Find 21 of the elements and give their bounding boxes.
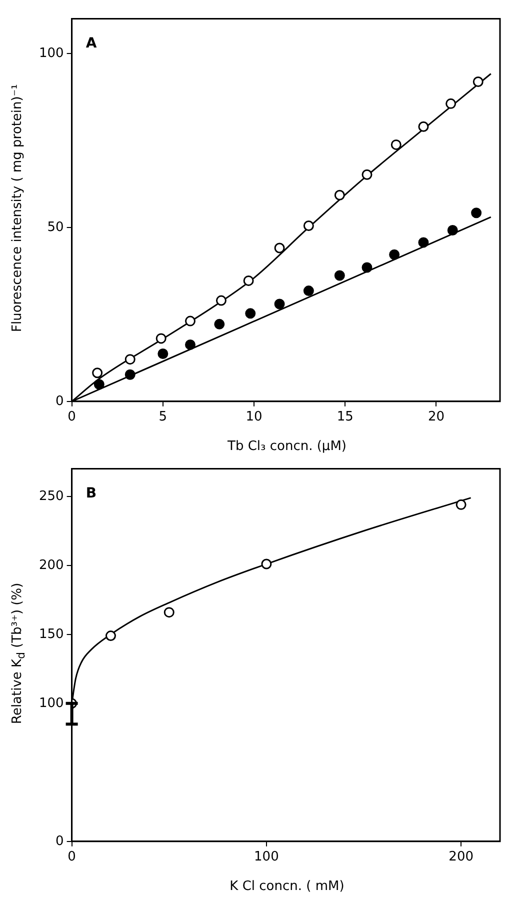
- x-axis-title: K Cl concn. ( mM): [228, 879, 346, 894]
- y-axis-title: Fluorescence intensity ( mg protein)⁻¹: [10, 83, 25, 334]
- x-tick-label: 100: [254, 850, 279, 865]
- x-tick-label: 0: [68, 850, 76, 865]
- x-axis-title: Tb Cl₃ concn. (μM): [226, 439, 348, 454]
- x-tick-label: 20: [428, 410, 444, 425]
- y-tick-label: 200: [38, 558, 64, 573]
- y-tick-label: 100: [38, 696, 64, 711]
- x-tick-label: 200: [448, 850, 474, 865]
- y-tick-label: 0: [56, 834, 64, 849]
- annotation: B: [86, 485, 96, 502]
- y-tick-label: 250: [38, 488, 64, 504]
- x-tick-label: 15: [336, 410, 354, 425]
- x-tick-label: 5: [158, 410, 168, 425]
- x-tick-label: 0: [68, 410, 76, 425]
- y-tick-label: 150: [38, 626, 64, 642]
- x-tick-label: 10: [246, 410, 262, 425]
- annotation: A: [86, 35, 97, 52]
- y-tick-label: 100: [38, 46, 64, 61]
- y-tick-label: 50: [47, 220, 64, 235]
- y-tick-label: 0: [56, 394, 64, 409]
